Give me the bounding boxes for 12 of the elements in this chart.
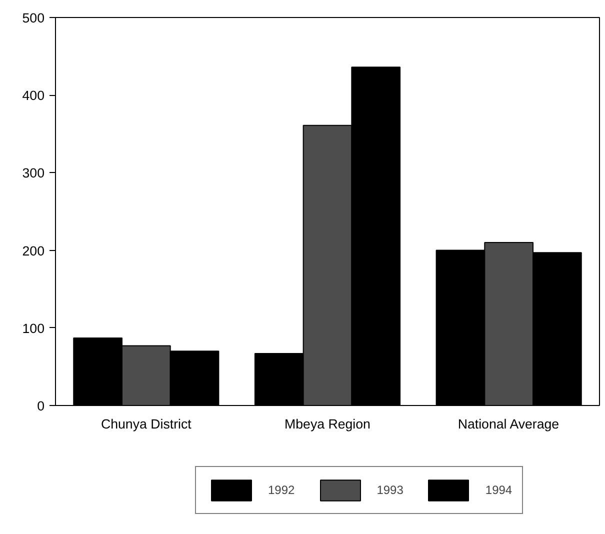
y-tick-label: 300 — [22, 166, 45, 181]
legend-label: 1992 — [268, 483, 295, 497]
x-tick-label: Chunya District — [100, 416, 192, 432]
legend-label: 1994 — [485, 483, 512, 497]
y-tick-label: 100 — [22, 320, 45, 336]
x-tick-label: National Average — [458, 416, 560, 432]
y-tick-label: 400 — [22, 88, 45, 104]
x-tick-label: Mbeya Region — [284, 416, 370, 432]
y-tick-label: 200 — [22, 243, 45, 258]
legend-label: 1993 — [376, 483, 404, 497]
y-tick-label: 500 — [22, 10, 45, 26]
y-tick-label: 0 — [37, 398, 45, 414]
